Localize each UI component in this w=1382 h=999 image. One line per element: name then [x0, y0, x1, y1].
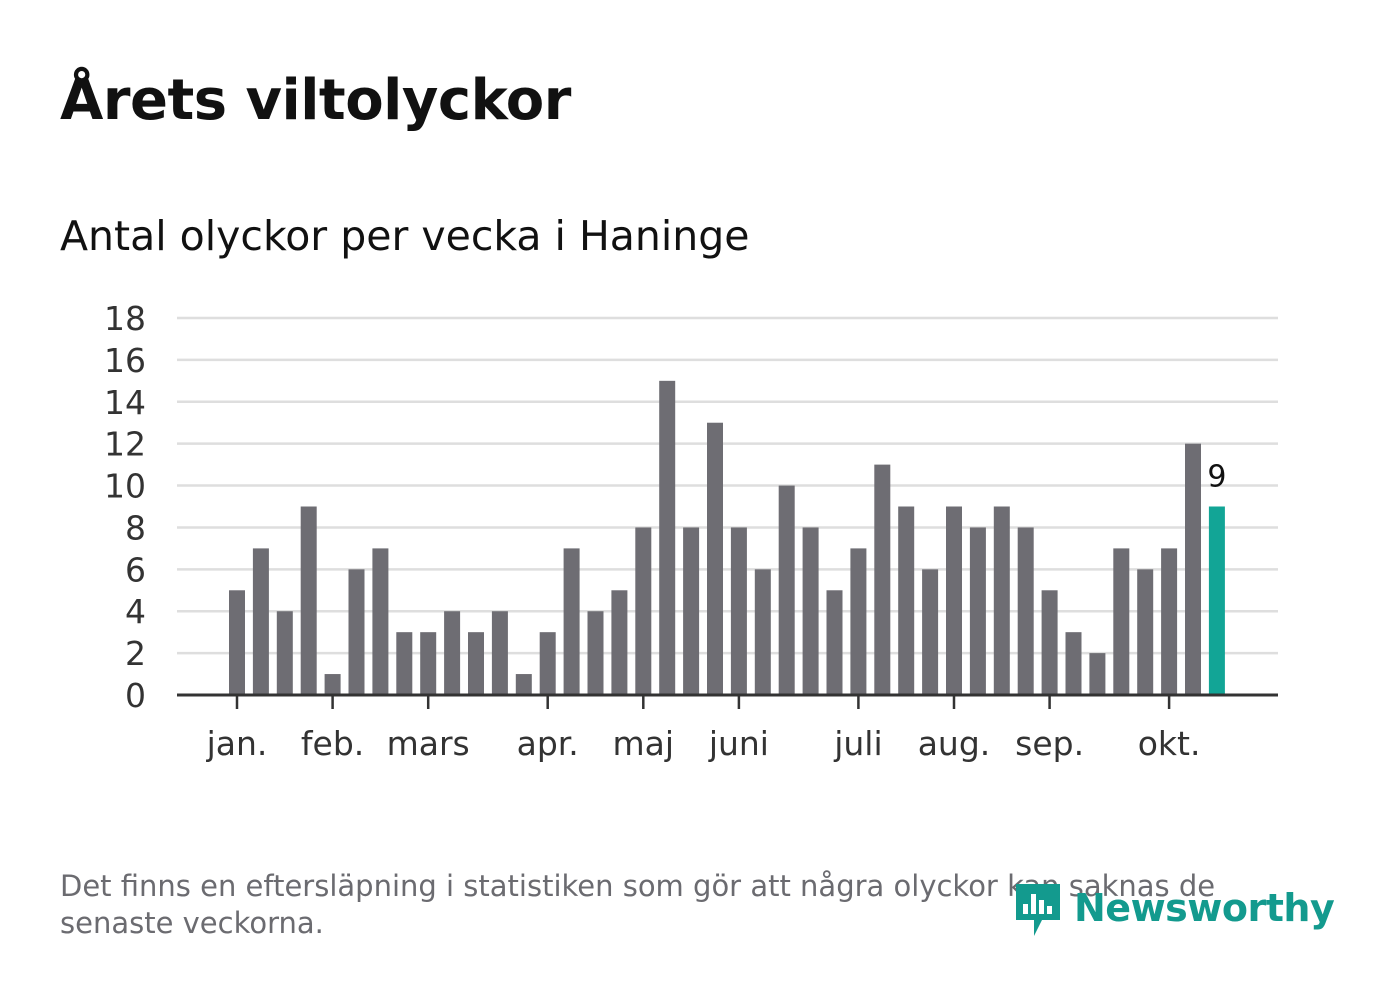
bar — [754, 569, 771, 695]
bar — [515, 674, 532, 695]
y-tick-label: 12 — [104, 425, 146, 464]
bar — [1017, 527, 1034, 695]
logo-text: Newsworthy — [1074, 886, 1335, 930]
month-label: juli — [833, 724, 882, 763]
bar — [898, 506, 915, 695]
month-label: aug. — [918, 724, 991, 763]
month-label: mars — [387, 724, 470, 763]
bar — [707, 422, 723, 695]
bar — [348, 569, 365, 695]
y-tick-label: 14 — [104, 383, 146, 422]
bar — [229, 590, 245, 695]
chart-title: Årets viltolyckor — [60, 68, 571, 133]
y-tick-label: 16 — [104, 341, 146, 380]
bar — [635, 527, 652, 695]
bar — [1185, 443, 1201, 695]
y-tick-label: 4 — [125, 592, 146, 631]
newsworthy-logo-icon — [1016, 884, 1060, 936]
bar — [1065, 632, 1082, 695]
bar — [683, 527, 700, 695]
gridlines — [177, 316, 1278, 655]
bar-highlight — [1208, 506, 1225, 695]
bar — [396, 632, 413, 695]
bar — [946, 506, 962, 695]
bar — [1161, 548, 1178, 695]
y-tick-label: 6 — [125, 550, 146, 589]
y-tick-label: 0 — [125, 676, 146, 715]
y-tick-label: 18 — [104, 299, 146, 338]
bar — [850, 548, 867, 695]
bar — [276, 611, 293, 695]
bar — [300, 506, 317, 695]
bar — [1041, 590, 1058, 695]
bar — [324, 674, 341, 695]
x-axis-month-labels: jan. feb. mars apr. maj juni juli aug. sep. okt. — [206, 695, 1201, 763]
bar — [444, 611, 461, 695]
month-label: okt. — [1138, 724, 1201, 763]
bar — [539, 632, 556, 695]
month-label: feb. — [301, 724, 364, 763]
bar — [778, 485, 795, 695]
data-label-last-week: 9 — [1207, 460, 1226, 495]
newsworthy-logo: Newsworthy — [1012, 876, 1335, 940]
month-label: jan. — [206, 724, 268, 763]
bar — [372, 548, 389, 695]
bar — [420, 632, 437, 695]
bar — [730, 527, 747, 695]
bar — [802, 527, 819, 695]
month-label: maj — [613, 724, 675, 763]
month-label: sep. — [1015, 724, 1084, 763]
bar — [563, 548, 580, 695]
month-label: juni — [708, 724, 769, 763]
y-tick-label: 8 — [125, 508, 146, 547]
bar — [1137, 569, 1154, 695]
bar — [922, 569, 939, 695]
bar — [491, 611, 508, 695]
bar — [874, 464, 891, 695]
bar — [659, 380, 676, 695]
y-tick-label: 2 — [125, 634, 146, 673]
chart-subtitle: Antal olyckor per vecka i Haninge — [60, 212, 750, 260]
month-label: apr. — [517, 724, 579, 763]
bar — [587, 611, 604, 695]
data-labels: 9 — [1207, 460, 1226, 495]
bars — [229, 380, 1225, 695]
bar — [611, 590, 628, 695]
bar — [252, 548, 269, 695]
bar — [969, 527, 986, 695]
bar — [1089, 653, 1106, 695]
y-tick-label: 10 — [104, 467, 146, 506]
bar — [1113, 548, 1130, 695]
bar — [468, 632, 484, 695]
bar — [993, 506, 1010, 695]
bar — [826, 590, 843, 695]
